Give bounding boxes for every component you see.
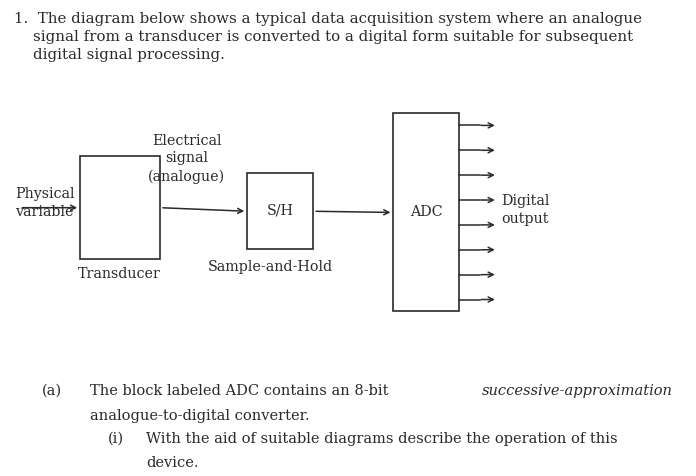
Text: digital signal processing.: digital signal processing.	[14, 48, 225, 62]
Text: signal from a transducer is converted to a digital form suitable for subsequent: signal from a transducer is converted to…	[14, 30, 633, 44]
Text: Transducer: Transducer	[78, 267, 161, 280]
Text: (i): (i)	[108, 431, 124, 445]
Text: analogue-to-digital converter.: analogue-to-digital converter.	[90, 408, 310, 422]
Text: 1.  The diagram below shows a typical data acquisition system where an analogue: 1. The diagram below shows a typical dat…	[14, 12, 642, 26]
Text: ADC: ADC	[410, 205, 443, 219]
Bar	[393, 114, 459, 312]
Text: Electrical
signal
(analogue): Electrical signal (analogue)	[148, 133, 225, 183]
Text: device.: device.	[146, 455, 198, 468]
Bar	[247, 174, 313, 250]
Bar	[80, 157, 160, 259]
Text: (a): (a)	[42, 383, 62, 397]
Text: successive-approximation: successive-approximation	[482, 383, 672, 397]
Text: Physical
variable: Physical variable	[15, 187, 74, 218]
Text: S/H: S/H	[267, 203, 294, 218]
Text: With the aid of suitable diagrams describe the operation of this: With the aid of suitable diagrams descri…	[146, 431, 618, 445]
Text: The block labeled ADC contains an 8-bit: The block labeled ADC contains an 8-bit	[90, 383, 394, 397]
Text: Sample-and-Hold: Sample-and-Hold	[207, 259, 333, 273]
Text: Digital
output: Digital output	[501, 194, 550, 225]
